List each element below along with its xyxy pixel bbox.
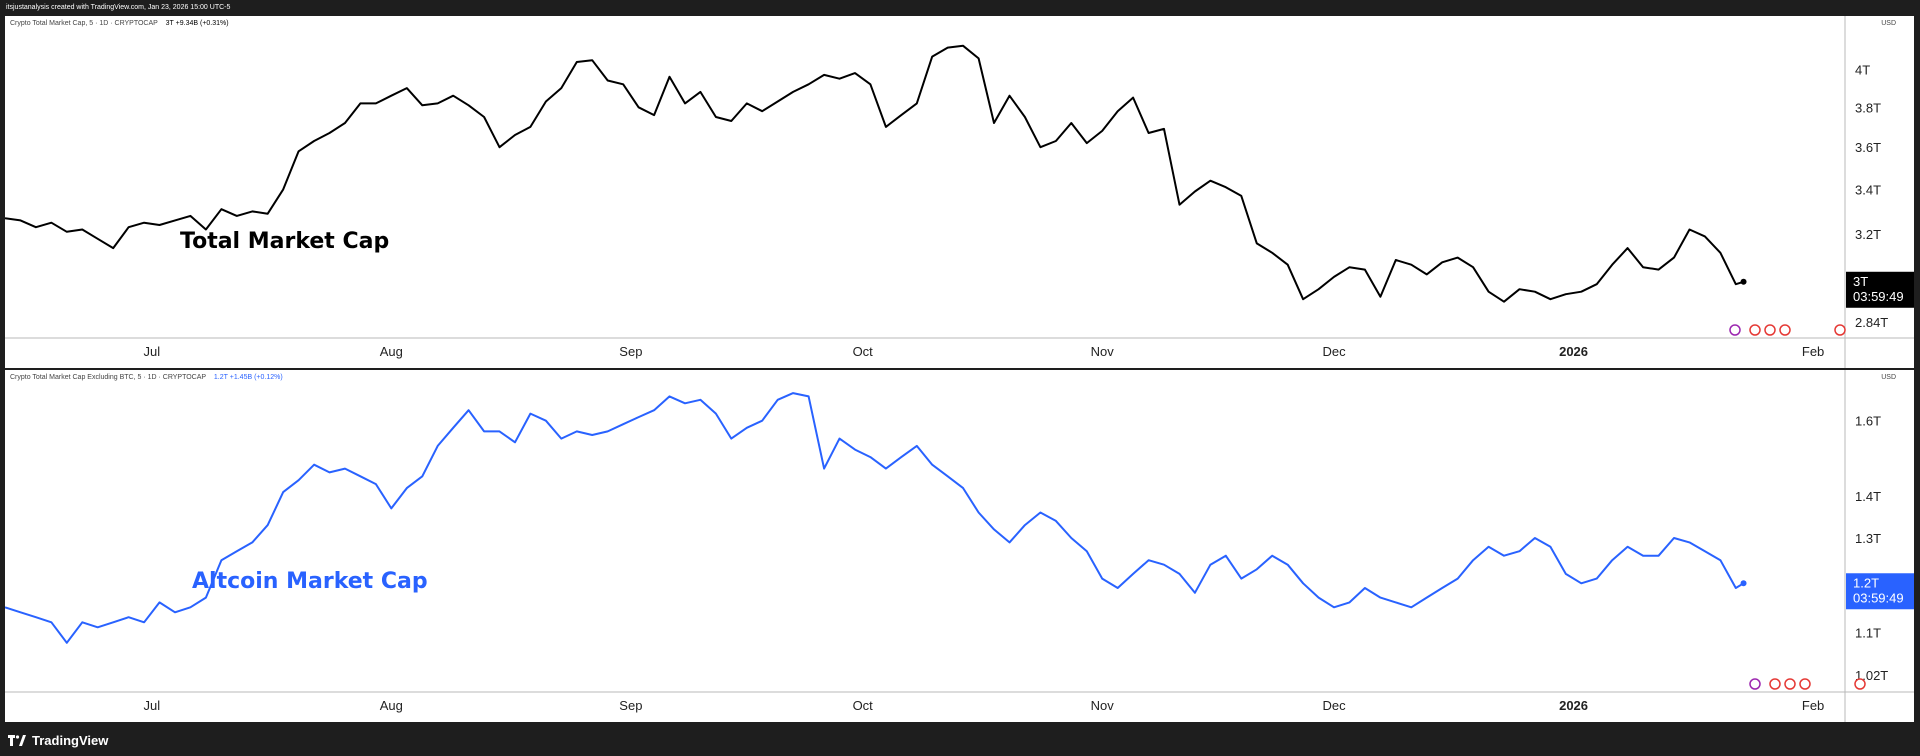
legend-change: +1.45B (+0.12%)	[229, 374, 283, 381]
series-line	[5, 392, 1745, 644]
x-tick-label: Jul	[143, 344, 160, 359]
economic-event-icon[interactable]	[1749, 324, 1761, 336]
x-tick-label: 2026	[1559, 344, 1588, 359]
economic-event-icon[interactable]	[1769, 678, 1781, 690]
legend-value: 3T	[165, 20, 174, 27]
economic-event-icon[interactable]	[1779, 324, 1791, 336]
y-tick-label: 3.6T	[1855, 140, 1881, 155]
y-tick-label: 1.1T	[1855, 625, 1881, 640]
x-tick-label: 2026	[1559, 698, 1588, 713]
credit-text: itsjustanalysis created with TradingView…	[6, 4, 231, 11]
tradingview-brand[interactable]: TradingView	[8, 733, 108, 748]
y-tick-label: 4T	[1855, 62, 1870, 77]
dividend-event-icon[interactable]	[1749, 678, 1761, 690]
price-badge-value: 1.2T	[1853, 575, 1879, 590]
y-tick-label: 2.84T	[1855, 315, 1888, 330]
chart-svg-total[interactable]: 4T 3.8T 3.6T 3.4T 3.2T 2.84T Jul Aug Sep Oct Nov De…	[5, 16, 1914, 368]
y-tick-label: 1.6T	[1855, 414, 1881, 429]
x-tick-label: Aug	[380, 344, 403, 359]
legend-total: Crypto Total Market Cap, 5 · 1D · CRYPTO…	[10, 20, 229, 27]
x-tick-label: Oct	[853, 698, 874, 713]
x-tick-label: Dec	[1322, 698, 1346, 713]
y-tick-label: 3.2T	[1855, 227, 1881, 242]
currency-label: USD	[1881, 20, 1896, 27]
x-tick-label: Jul	[143, 698, 160, 713]
price-badge-value: 3T	[1853, 274, 1868, 289]
footer-bar: TradingView	[0, 724, 1920, 756]
y-tick-label: 1.4T	[1855, 489, 1881, 504]
chart-panel-altcoin-market-cap[interactable]: 1.6T1.4T1.3T1.2T1.1T1.02TJulAugSepOctNov…	[5, 370, 1914, 722]
legend-value: 1.2T	[213, 374, 228, 381]
currency-label: USD	[1881, 374, 1896, 381]
price-badge-countdown: 03:59:49	[1853, 590, 1904, 605]
x-tick-label: Oct	[853, 344, 874, 359]
economic-event-icon[interactable]	[1834, 324, 1846, 336]
y-tick-label: 1.3T	[1855, 531, 1881, 546]
tradingview-logo-icon	[8, 734, 26, 747]
legend-title: Crypto Total Market Cap, 5 · 1D · CRYPTO…	[10, 20, 158, 27]
legend-title: Crypto Total Market Cap Excluding BTC, 5…	[10, 374, 206, 381]
y-tick-label: 3.4T	[1855, 182, 1881, 197]
last-price-dot	[1740, 580, 1747, 587]
legend-altcoin: Crypto Total Market Cap Excluding BTC, 5…	[10, 374, 283, 381]
x-tick-label: Feb	[1802, 698, 1824, 713]
y-tick-label: 3.8T	[1855, 100, 1881, 115]
economic-event-icon[interactable]	[1784, 678, 1796, 690]
x-tick-label: Nov	[1091, 698, 1115, 713]
x-tick-label: Feb	[1802, 344, 1824, 359]
dividend-event-icon[interactable]	[1729, 324, 1741, 336]
chart-panel-total-market-cap[interactable]: 4T 3.8T 3.6T 3.4T 3.2T 2.84T Jul Aug Sep Oct Nov De…	[5, 16, 1914, 368]
x-tick-label: Nov	[1091, 344, 1115, 359]
legend-change: +9.34B (+0.31%)	[175, 20, 229, 27]
series-line	[5, 44, 1744, 303]
overlay-label: Altcoin Market Cap	[192, 569, 428, 594]
last-price-dot	[1740, 278, 1747, 285]
top-credit-bar: itsjustanalysis created with TradingView…	[0, 0, 1920, 15]
economic-event-icon[interactable]	[1799, 678, 1811, 690]
economic-event-icon[interactable]	[1854, 678, 1866, 690]
x-tick-label: Dec	[1322, 344, 1346, 359]
economic-event-icon[interactable]	[1764, 324, 1776, 336]
overlay-label: Total Market Cap	[180, 229, 389, 254]
price-badge-countdown: 03:59:49	[1853, 289, 1904, 304]
x-tick-label: Aug	[380, 698, 403, 713]
x-tick-label: Sep	[619, 344, 642, 359]
x-tick-label: Sep	[619, 698, 642, 713]
brand-name: TradingView	[32, 733, 109, 748]
chart-svg-altcoin[interactable]: 1.6T1.4T1.3T1.2T1.1T1.02TJulAugSepOctNov…	[5, 370, 1914, 722]
